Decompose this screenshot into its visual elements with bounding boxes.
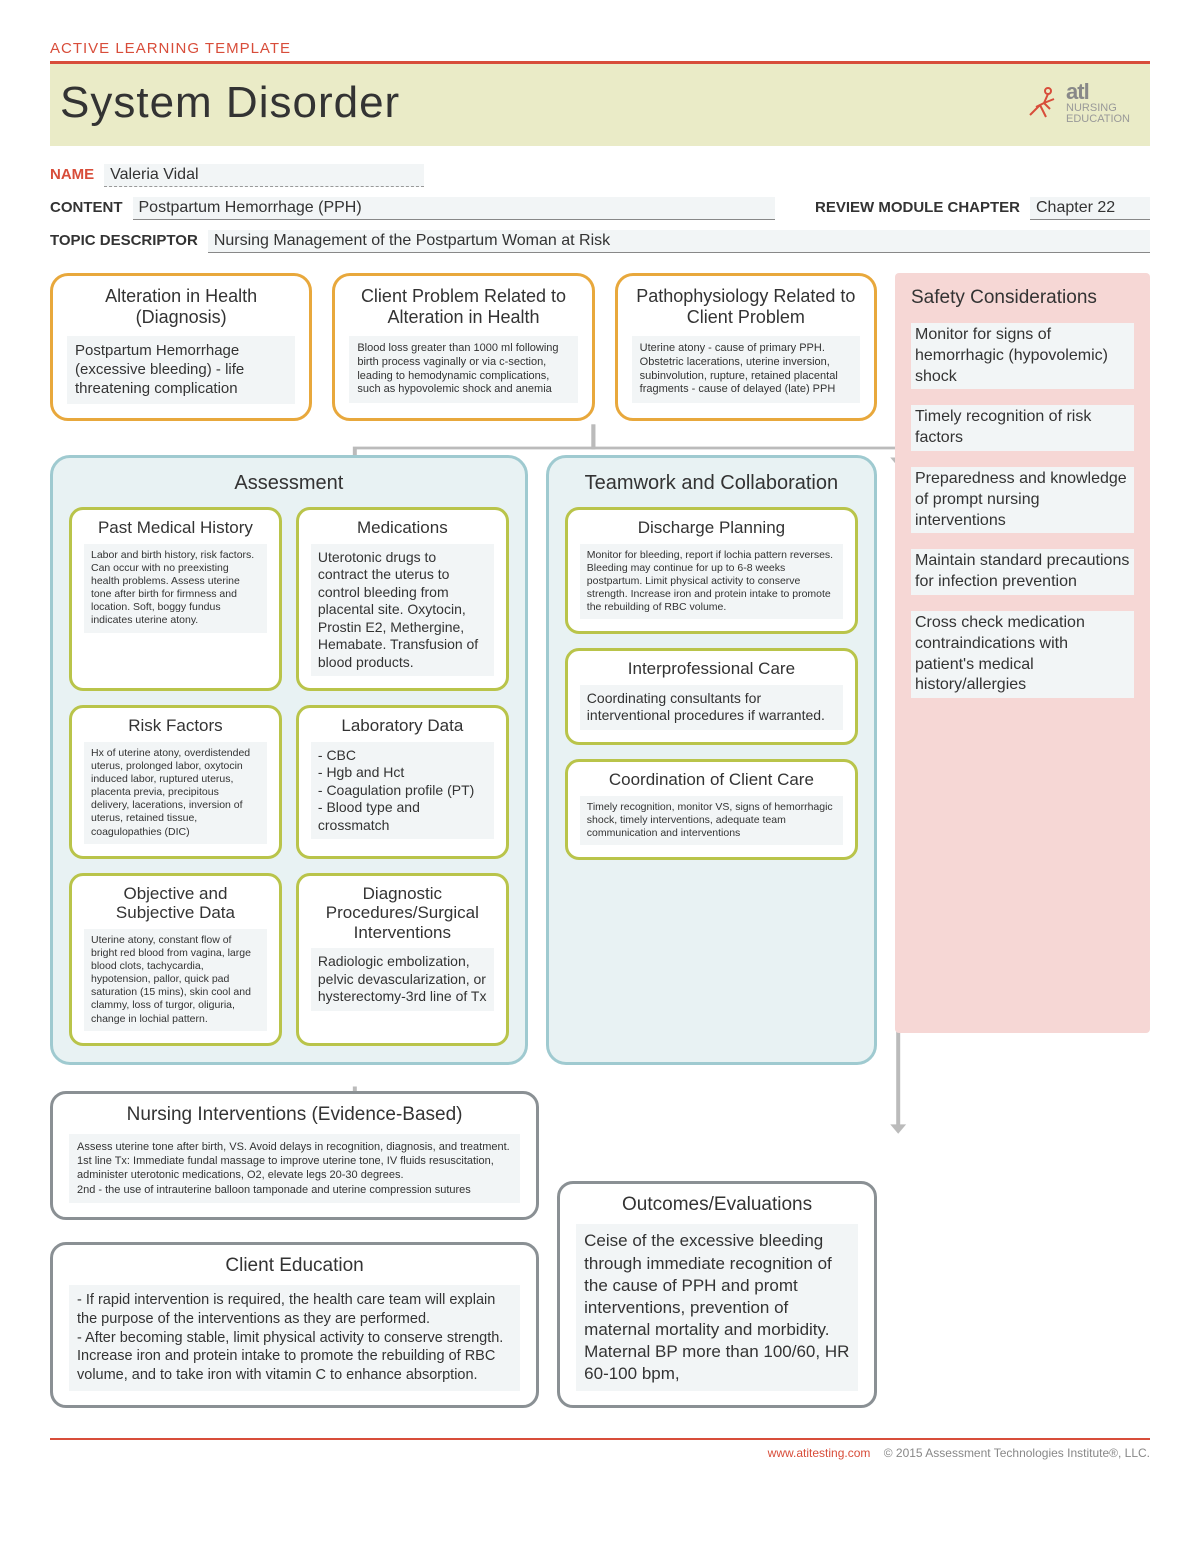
topic-label: TOPIC DESCRIPTOR bbox=[50, 232, 198, 249]
discharge-body: Monitor for bleeding, report if lochia p… bbox=[580, 544, 843, 620]
coord-title: Coordination of Client Care bbox=[580, 770, 843, 790]
logo-sub2: EDUCATION bbox=[1066, 113, 1130, 125]
safety-panel: Safety Considerations Monitor for signs … bbox=[895, 273, 1150, 1033]
chapter-value: Chapter 22 bbox=[1030, 197, 1150, 220]
box-patho: Pathophysiology Related to Client Proble… bbox=[615, 273, 877, 421]
box-inter: Interprofessional Care Coordinating cons… bbox=[565, 648, 858, 745]
inter-body: Coordinating consultants for interventio… bbox=[580, 685, 843, 730]
meds-body: Uterotonic drugs to contract the uterus … bbox=[311, 544, 494, 677]
safety-item-1: Timely recognition of risk factors bbox=[911, 405, 1134, 451]
teamwork-title: Teamwork and Collaboration bbox=[565, 472, 858, 495]
risk-body: Hx of uterine atony, overdistended uteru… bbox=[84, 742, 267, 844]
patho-body: Uterine atony - cause of primary PPH. Ob… bbox=[632, 336, 860, 403]
footer-copy: © 2015 Assessment Technologies Institute… bbox=[884, 1446, 1150, 1460]
assessment-panel: Assessment Past Medical History Labor an… bbox=[50, 455, 528, 1064]
discharge-title: Discharge Planning bbox=[580, 518, 843, 538]
box-education: Client Education - If rapid intervention… bbox=[50, 1242, 539, 1408]
diag-title: Diagnostic Procedures/Surgical Intervent… bbox=[311, 884, 494, 943]
content-label: CONTENT bbox=[50, 199, 123, 216]
footer-url: www.atitesting.com bbox=[768, 1446, 871, 1460]
lab-body: - CBC - Hgb and Hct - Coagulation profil… bbox=[311, 742, 494, 840]
lab-title: Laboratory Data bbox=[311, 716, 494, 736]
box-discharge: Discharge Planning Monitor for bleeding,… bbox=[565, 507, 858, 634]
pmh-body: Labor and birth history, risk factors. C… bbox=[84, 544, 267, 633]
box-client-problem: Client Problem Related to Alteration in … bbox=[332, 273, 594, 421]
logo-brand: atl bbox=[1066, 79, 1089, 104]
safety-item-0: Monitor for signs of hemorrhagic (hypovo… bbox=[911, 323, 1134, 389]
diagnosis-body: Postpartum Hemorrhage (excessive bleedin… bbox=[67, 336, 295, 404]
pmh-title: Past Medical History bbox=[84, 518, 267, 538]
patho-title: Pathophysiology Related to Client Proble… bbox=[632, 286, 860, 328]
education-body: - If rapid intervention is required, the… bbox=[69, 1285, 520, 1391]
teamwork-panel: Teamwork and Collaboration Discharge Pla… bbox=[546, 455, 877, 1064]
diagnosis-title: Alteration in Health (Diagnosis) bbox=[67, 286, 295, 328]
client-problem-title: Client Problem Related to Alteration in … bbox=[349, 286, 577, 328]
box-diag: Diagnostic Procedures/Surgical Intervent… bbox=[296, 873, 509, 1046]
safety-item-2: Preparedness and knowledge of prompt nur… bbox=[911, 467, 1134, 533]
box-coord: Coordination of Client Care Timely recog… bbox=[565, 759, 858, 860]
box-diagnosis: Alteration in Health (Diagnosis) Postpar… bbox=[50, 273, 312, 421]
logo-icon bbox=[1020, 85, 1060, 121]
topic-value: Nursing Management of the Postpartum Wom… bbox=[208, 230, 1150, 253]
safety-item-3: Maintain standard precautions for infect… bbox=[911, 549, 1134, 595]
outcomes-body: Ceise of the excessive bleeding through … bbox=[576, 1224, 858, 1391]
diag-body: Radiologic embolization, pelvic devascul… bbox=[311, 948, 494, 1011]
inter-title: Interprofessional Care bbox=[580, 659, 843, 679]
assessment-title: Assessment bbox=[69, 472, 509, 495]
nursing-title: Nursing Interventions (Evidence-Based) bbox=[69, 1104, 520, 1126]
box-risk: Risk Factors Hx of uterine atony, overdi… bbox=[69, 705, 282, 858]
obj-body: Uterine atony, constant flow of bright r… bbox=[84, 929, 267, 1031]
name-value: Valeria Vidal bbox=[104, 164, 424, 187]
client-problem-body: Blood loss greater than 1000 ml followin… bbox=[349, 336, 577, 403]
box-lab: Laboratory Data - CBC - Hgb and Hct - Co… bbox=[296, 705, 509, 858]
logo: atl NURSING EDUCATION bbox=[1020, 81, 1130, 125]
box-meds: Medications Uterotonic drugs to contract… bbox=[296, 507, 509, 691]
box-obj: Objective and Subjective Data Uterine at… bbox=[69, 873, 282, 1046]
box-pmh: Past Medical History Labor and birth his… bbox=[69, 507, 282, 691]
name-label: NAME bbox=[50, 166, 94, 183]
coord-body: Timely recognition, monitor VS, signs of… bbox=[580, 796, 843, 845]
risk-title: Risk Factors bbox=[84, 716, 267, 736]
safety-item-4: Cross check medication contraindications… bbox=[911, 611, 1134, 698]
title-band: System Disorder atl NURSING EDUCATION bbox=[50, 64, 1150, 146]
content-value: Postpartum Hemorrhage (PPH) bbox=[133, 197, 775, 220]
template-label: ACTIVE LEARNING TEMPLATE bbox=[50, 40, 1150, 57]
footer: www.atitesting.com © 2015 Assessment Tec… bbox=[50, 1438, 1150, 1460]
meds-title: Medications bbox=[311, 518, 494, 538]
box-nursing: Nursing Interventions (Evidence-Based) A… bbox=[50, 1091, 539, 1220]
education-title: Client Education bbox=[69, 1255, 520, 1277]
obj-title: Objective and Subjective Data bbox=[84, 884, 267, 923]
page-title: System Disorder bbox=[60, 78, 400, 128]
chapter-label: REVIEW MODULE CHAPTER bbox=[815, 199, 1020, 216]
outcomes-title: Outcomes/Evaluations bbox=[576, 1194, 858, 1216]
box-outcomes: Outcomes/Evaluations Ceise of the excess… bbox=[557, 1181, 877, 1408]
nursing-body: Assess uterine tone after birth, VS. Avo… bbox=[69, 1134, 520, 1203]
safety-title: Safety Considerations bbox=[911, 287, 1134, 309]
